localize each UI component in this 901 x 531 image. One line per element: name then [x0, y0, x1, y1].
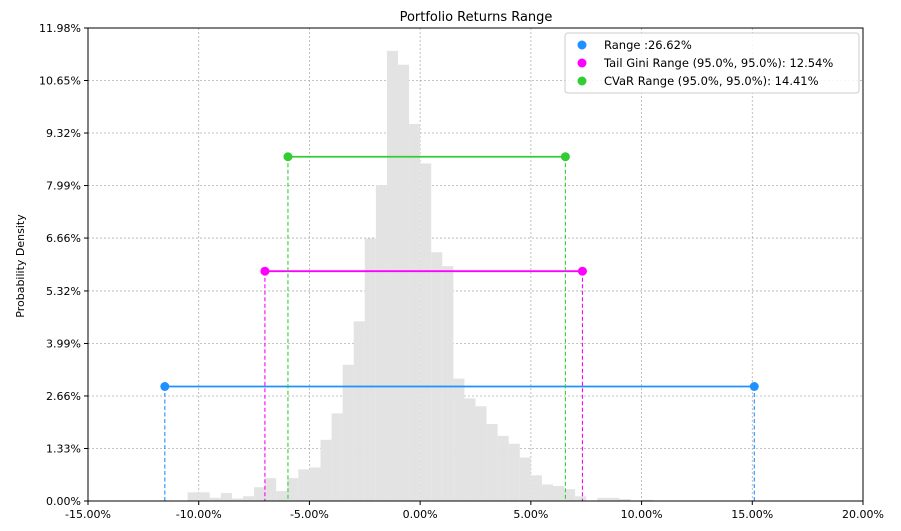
chart-title: Portfolio Returns Range — [400, 10, 553, 25]
histogram-bar — [342, 364, 354, 501]
x-tick-label: 5.00% — [513, 508, 548, 521]
histogram-bar — [309, 467, 321, 501]
histogram-bar — [209, 497, 221, 501]
histogram-bar — [608, 497, 620, 501]
y-tick-label: 2.66% — [46, 390, 81, 403]
range-marker — [260, 266, 270, 276]
range-marker — [160, 382, 170, 392]
plot-frame — [87, 27, 864, 502]
histogram-bar — [375, 185, 387, 501]
histogram-bar — [398, 64, 410, 502]
histogram-bar — [431, 252, 443, 501]
legend-marker — [577, 40, 587, 50]
axis-ticks: -15.00% -10.00% -5.00% 0.00% 5.00% 10.00% 15.0… — [39, 22, 884, 521]
histogram-bar — [254, 487, 266, 501]
y-tick-label: 9.32% — [46, 127, 81, 140]
histogram-bar — [564, 489, 576, 501]
histogram-bar — [298, 469, 310, 501]
histogram-bar — [519, 457, 531, 501]
histogram-bar — [619, 499, 631, 501]
legend-label: Tail Gini Range (95.0%, 95.0%): 12.54% — [603, 56, 833, 70]
y-tick-label: 10.65% — [39, 75, 81, 88]
histogram-bar — [231, 498, 243, 501]
histogram-bar — [243, 496, 255, 501]
legend-label: CVaR Range (95.0%, 95.0%): 14.41% — [604, 74, 819, 88]
histogram-bar — [420, 163, 432, 502]
range-marker — [283, 152, 293, 162]
x-tick-label: 15.00% — [731, 508, 773, 521]
histogram-bar — [530, 475, 542, 501]
histogram-bar — [353, 321, 365, 501]
x-tick-label: 20.00% — [842, 508, 884, 521]
legend-marker — [577, 58, 587, 68]
histogram-bar — [453, 378, 465, 501]
legend-box — [564, 32, 860, 94]
y-axis-label: Probability Density — [14, 214, 27, 318]
x-tick-label: 0.00% — [403, 508, 438, 521]
range-series — [160, 152, 759, 501]
histogram-bar — [508, 443, 520, 501]
legend-marker — [577, 76, 587, 86]
histogram-bar — [287, 478, 299, 501]
histogram-bar — [641, 499, 653, 501]
histogram-bar — [364, 238, 376, 501]
histogram-bar — [541, 484, 553, 501]
y-tick-label: 6.66% — [46, 232, 81, 245]
histogram-bar — [198, 492, 210, 501]
histogram-bar — [409, 123, 421, 501]
range-marker — [749, 382, 759, 392]
x-tick-label: -10.00% — [176, 508, 222, 521]
legend-label: Range :26.62% — [604, 38, 692, 52]
histogram-bar — [442, 266, 454, 501]
histogram-bar — [553, 485, 565, 501]
histogram-bar — [331, 413, 343, 501]
y-tick-label: 1.33% — [46, 442, 81, 455]
x-tick-label: -15.00% — [65, 508, 111, 521]
y-tick-label: 11.98% — [39, 22, 81, 35]
x-tick-label: -5.00% — [290, 508, 329, 521]
histogram-bar — [276, 491, 288, 501]
histogram-bar — [464, 398, 476, 501]
histogram-bar — [320, 439, 332, 501]
histogram-bar — [486, 424, 498, 501]
y-tick-label: 7.99% — [46, 180, 81, 193]
y-tick-label: 5.32% — [46, 285, 81, 298]
legend: Range :26.62% Tail Gini Range (95.0%, 95.… — [564, 32, 860, 94]
y-tick-label: 0.00% — [46, 495, 81, 508]
range-marker — [577, 266, 587, 276]
histogram-bar — [575, 496, 587, 501]
histogram-bar — [220, 493, 232, 501]
range-marker — [560, 152, 570, 162]
histogram-bar — [386, 50, 398, 501]
histogram-bar — [187, 492, 199, 501]
histogram-bar — [597, 497, 609, 501]
y-tick-label: 3.99% — [46, 337, 81, 350]
histogram-bar — [265, 478, 277, 501]
histogram-bar — [475, 406, 487, 501]
x-tick-label: 10.00% — [621, 508, 663, 521]
histogram-bar — [497, 435, 509, 501]
histogram — [187, 50, 653, 502]
